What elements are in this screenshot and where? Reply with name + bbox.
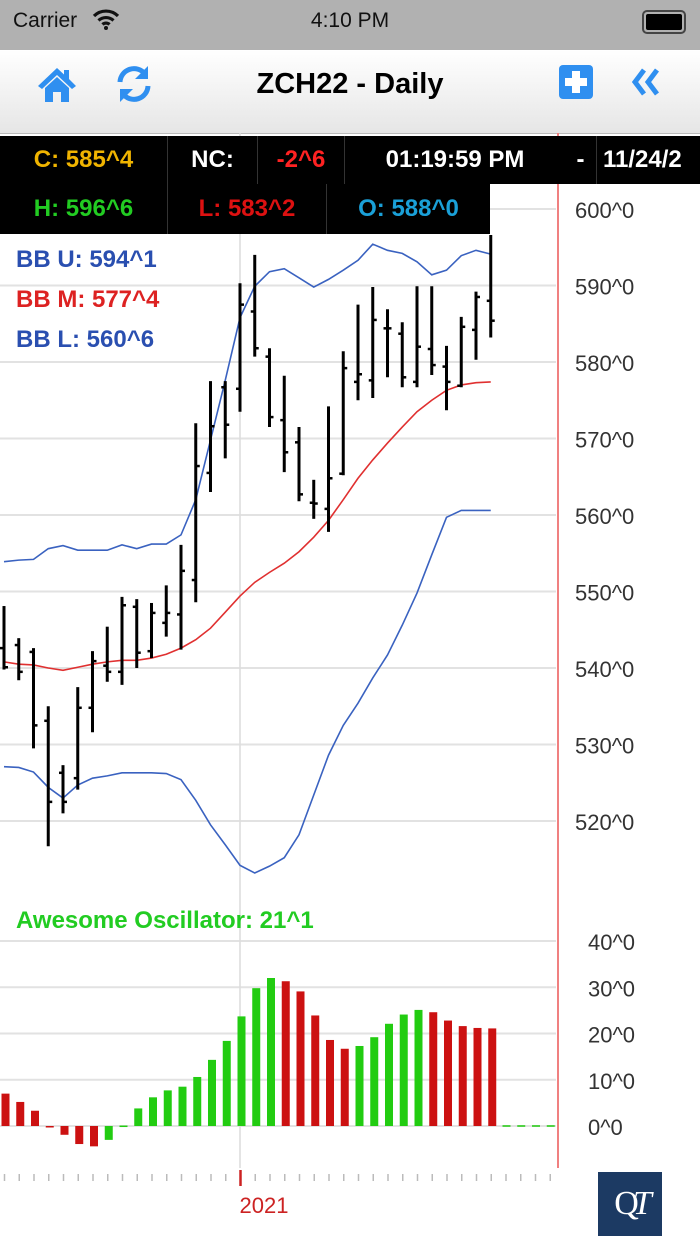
wifi-icon	[92, 9, 120, 30]
double-chevron-left-icon	[631, 68, 659, 96]
ao-bar	[60, 1126, 69, 1135]
open-value: O: 588^0	[358, 195, 459, 222]
ao-bar	[311, 1015, 320, 1126]
ao-bar	[444, 1020, 452, 1126]
ao-bar	[281, 981, 290, 1126]
ao-bar	[208, 1059, 216, 1126]
ao-bar	[178, 1086, 187, 1126]
bb-lower-label: BB L: 560^6	[16, 326, 155, 353]
ao-label: Awesome Oscillator: 21^1	[16, 907, 314, 934]
battery-icon	[642, 10, 686, 34]
ao-bar	[75, 1126, 84, 1145]
high-value: H: 596^6	[0, 184, 168, 234]
ao-bar	[134, 1108, 143, 1126]
ao-bar	[222, 1040, 231, 1126]
bb-lower-line	[3, 509, 491, 874]
net-change-label: NC:	[168, 136, 258, 184]
ao-bar	[90, 1126, 98, 1147]
x-axis-label: 2021	[240, 1193, 289, 1218]
home-button[interactable]	[35, 62, 79, 106]
status-bar: Carrier 4:10 PM	[0, 0, 700, 50]
ao-bar	[237, 1016, 246, 1126]
nav-bar: ZCH22 - Daily	[0, 50, 700, 134]
price-axis-label: 550^0	[575, 581, 634, 606]
ao-bar	[399, 1014, 408, 1126]
ao-axis-label: 10^0	[588, 1069, 635, 1094]
ao-bar	[1, 1093, 10, 1126]
ao-bar	[163, 1090, 172, 1126]
price-axis-label: 600^0	[575, 198, 634, 223]
price-axis-label: 540^0	[575, 657, 634, 682]
low-value: L: 583^2	[168, 184, 327, 234]
ao-bar	[370, 1037, 379, 1126]
quote-bar-bottom: H: 596^6 L: 583^2 O: 588^0	[0, 184, 490, 234]
price-axis-label: 520^0	[575, 810, 634, 835]
ao-axis-label: 30^0	[588, 976, 635, 1001]
price-axis-label: 570^0	[575, 428, 634, 453]
separator: -	[565, 136, 597, 184]
ao-bar	[429, 1012, 438, 1126]
ao-bar	[385, 1023, 393, 1126]
collapse-button[interactable]	[630, 66, 674, 110]
quote-bar-top: C: 585^4 NC: -2^6 01:19:59 PM - 11/24/2	[0, 136, 700, 184]
ao-axis-label: 0^0	[588, 1115, 623, 1140]
price-axis-label: 580^0	[575, 351, 634, 376]
refresh-button[interactable]	[112, 62, 156, 106]
home-icon	[38, 68, 76, 102]
price-axis-label: 560^0	[575, 504, 634, 529]
ao-bar	[193, 1076, 202, 1126]
refresh-icon	[117, 66, 151, 102]
price-axis-label: 530^0	[575, 734, 634, 759]
close-value: C: 585^4	[0, 136, 168, 184]
ao-axis-label: 40^0	[588, 930, 635, 955]
ao-bar	[414, 1009, 423, 1126]
ao-bar	[488, 1028, 497, 1126]
ao-bar	[296, 991, 305, 1126]
ao-axis-label: 20^0	[588, 1023, 635, 1048]
page-title: ZCH22 - Daily	[256, 68, 444, 100]
bb-middle-line	[3, 381, 491, 672]
ao-bar	[473, 1027, 482, 1126]
ao-bar	[355, 1045, 364, 1126]
ao-bar	[326, 1039, 334, 1126]
ao-bar	[45, 1126, 54, 1128]
quote-time: 01:19:59 PM	[385, 146, 525, 173]
ao-bar	[149, 1097, 157, 1126]
price-axis-label: 590^0	[575, 275, 634, 300]
bb-upper-label: BB U: 594^1	[16, 246, 157, 273]
clock: 4:10 PM	[310, 9, 390, 32]
plus-square-icon	[559, 65, 593, 99]
bb-middle-label: BB M: 577^4	[16, 286, 160, 313]
bb-upper-line	[3, 243, 491, 563]
add-button[interactable]	[558, 64, 602, 108]
ao-bar	[340, 1048, 349, 1126]
ao-bar	[119, 1125, 128, 1128]
net-change-value: -2^6	[258, 136, 345, 184]
ao-bar	[104, 1126, 113, 1140]
carrier-label: Carrier	[13, 9, 78, 32]
ao-bar	[16, 1101, 25, 1126]
ao-bar	[31, 1110, 39, 1126]
ao-bar	[458, 1026, 467, 1126]
quote-date: 11/24/2	[597, 136, 700, 184]
ao-bar	[252, 988, 261, 1126]
ao-bar	[267, 978, 275, 1126]
